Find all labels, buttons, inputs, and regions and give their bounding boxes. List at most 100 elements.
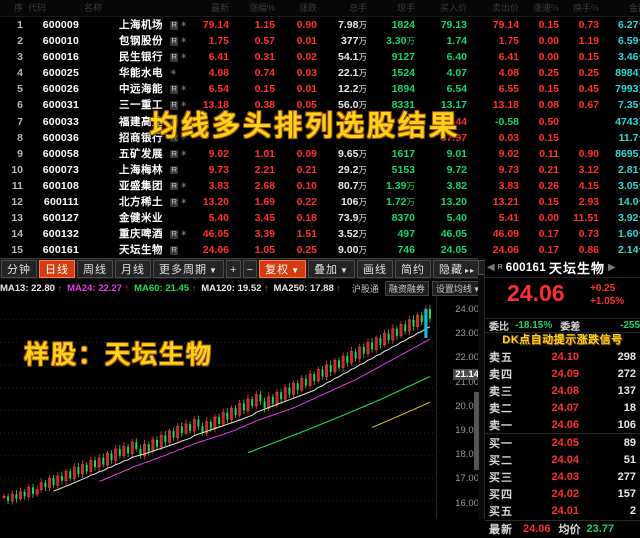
cell-name[interactable]: 重庆啤酒 <box>119 228 163 241</box>
cell-name[interactable]: 上海机场 <box>119 19 163 31</box>
order-book-bid-row[interactable]: 买三 24.03 277 <box>485 468 640 485</box>
price-chart-canvas[interactable] <box>0 296 436 519</box>
col-header-last[interactable]: 最新 <box>186 0 232 17</box>
cell-code[interactable]: 600009 <box>42 19 79 31</box>
order-book-ask-row[interactable]: 卖五 24.10 298 <box>485 348 640 365</box>
prev-stock-icon[interactable]: ◀ <box>487 262 495 273</box>
adjust-price-button[interactable]: 复权 ▼ <box>259 260 307 278</box>
col-header-tags[interactable] <box>166 0 186 17</box>
period-button-minute[interactable]: 分钟 <box>1 260 37 278</box>
cell-code[interactable]: 600016 <box>42 51 79 64</box>
quote-table-header-row[interactable]: 序 代码 名称 最新 涨幅% 涨跌 总手 现手 买入价 卖出价 涨速% 换手% … <box>0 0 640 17</box>
order-book-ask-row[interactable]: 卖一 24.06 106 <box>485 417 640 434</box>
col-header-amount[interactable]: 金额 <box>602 0 640 17</box>
table-row[interactable]: 15 600161 天坛生物 R 24.06 1.05 0.25 9.00万 746 24.05 2… <box>0 242 640 258</box>
cell-code[interactable]: 600036 <box>42 131 79 144</box>
col-header-curvol[interactable]: 现手 <box>370 0 418 17</box>
table-row[interactable]: 12 600111 北方稀土 R ✳ 13.20 1.69 0.22 106万 1.72万 13.2… <box>0 194 640 210</box>
cell-name[interactable]: 天坛生物 <box>119 244 163 257</box>
draw-line-button[interactable]: 画线 <box>356 260 393 278</box>
chart-scrollbar-thumb[interactable] <box>474 392 479 470</box>
cell-code[interactable]: 600127 <box>42 212 79 225</box>
cell-name[interactable]: 亚盛集团 <box>119 179 163 192</box>
cell-name[interactable]: 招商银行 <box>119 131 163 144</box>
cell-name[interactable]: 三一重工 <box>119 99 163 112</box>
order-book-bid-row[interactable]: 买一 24.05 89 <box>485 433 640 452</box>
table-row[interactable]: 3 600016 民生银行 R ✳ 6.41 0.31 0.02 54.1万 9127 6.40 6.… <box>0 49 640 65</box>
col-header-volume[interactable]: 总手 <box>320 0 370 17</box>
ma-bar-chip-2[interactable]: 设置均线 ▾ <box>431 280 483 296</box>
quote-table-grid[interactable]: 序 代码 名称 最新 涨幅% 涨跌 总手 现手 买入价 卖出价 涨速% 换手% … <box>0 0 640 258</box>
col-header-bid[interactable]: 买入价 <box>418 0 470 17</box>
col-header-ask[interactable]: 卖出价 <box>470 0 522 17</box>
period-button-daily[interactable]: 日线 <box>39 260 75 278</box>
col-header-name[interactable]: 名称 <box>82 0 166 17</box>
table-row[interactable]: 4 600025 华能水电 ✳ 4.08 0.74 0.03 22.1万 1524 4.07 4.0… <box>0 65 640 81</box>
order-volume: 89 <box>583 433 640 452</box>
cell-name[interactable]: 中远海能 <box>119 83 163 96</box>
order-book-ask-row[interactable]: 卖三 24.08 137 <box>485 382 640 399</box>
order-book[interactable]: 卖五 24.10 298 卖四 24.09 272 卖三 24.08 137 卖二 24.07 18 卖… <box>485 348 640 520</box>
table-row[interactable]: 5 600026 中远海能 R ✳ 6.54 0.15 0.01 12.2万 1894 6.54 6.… <box>0 81 640 97</box>
chart-toolbar[interactable]: 分钟 日线 周线 月线 更多周期 ▼ + − 复权 ▼ 叠加 ▼ 画线 简约 隐藏 ▸▸ <box>0 258 482 280</box>
cell-name[interactable]: 五矿发展 <box>119 147 163 160</box>
table-row[interactable]: 9 600058 五矿发展 R ✳ 9.02 1.01 0.09 9.65万 1617 9.01 9.… <box>0 146 640 162</box>
period-button-more[interactable]: 更多周期 ▼ <box>153 260 224 278</box>
moving-average-bar[interactable]: MA13: 22.80 ↑ MA24: 22.27 ↑ MA60: 21.45 ↑ M… <box>0 280 483 296</box>
col-header-chgpct[interactable]: 涨幅% <box>232 0 278 17</box>
next-stock-icon[interactable]: ▶ <box>607 262 616 273</box>
col-header-seq[interactable]: 序 <box>0 0 26 17</box>
period-button-monthly[interactable]: 月线 <box>115 260 151 278</box>
cell-code[interactable]: 600108 <box>42 179 79 192</box>
ma-bar-chip-0[interactable]: 沪股通 <box>351 283 379 294</box>
col-header-chg[interactable]: 涨跌 <box>278 0 320 17</box>
cell-name[interactable]: 福建高速 <box>119 115 163 128</box>
cell-name[interactable]: 包钢股份 <box>119 35 163 48</box>
cell-amount: 6.27亿 <box>618 19 640 31</box>
table-row[interactable]: 11 600108 亚盛集团 R ✳ 3.83 2.68 0.10 80.7万 1.39万 3.82… <box>0 178 640 194</box>
order-book-bid-row[interactable]: 买四 24.02 157 <box>485 486 640 503</box>
cell-code[interactable]: 600058 <box>42 147 79 160</box>
table-row[interactable]: 14 600132 重庆啤酒 R ✳ 46.05 3.39 1.51 3.52万 497 46.05… <box>0 226 640 242</box>
cell-name[interactable]: 华能水电 <box>119 67 163 80</box>
table-row[interactable]: 2 600010 包钢股份 R ✳ 1.75 0.57 0.01 377万 3.30万 1.74 1.… <box>0 33 640 49</box>
cell-code[interactable]: 600073 <box>42 163 79 176</box>
cell-name[interactable]: 北方稀土 <box>119 196 163 209</box>
col-header-turnover[interactable]: 换手% <box>562 0 602 17</box>
cell-code[interactable]: 600033 <box>42 115 79 128</box>
cell-code[interactable]: 600031 <box>42 99 79 112</box>
cell-name[interactable]: 上海梅林 <box>119 163 163 176</box>
cell-name[interactable]: 民生银行 <box>119 51 163 64</box>
table-row[interactable]: 13 600127 金健米业 5.40 3.45 0.18 73.9万 8370 5.40 5.4… <box>0 210 640 226</box>
stock-detail-header[interactable]: ◀ R 600161 天坛生物 ▶ <box>485 258 640 278</box>
period-button-weekly[interactable]: 周线 <box>77 260 113 278</box>
ma-bar-chip-1[interactable]: 融资融券 <box>384 280 429 296</box>
overlay-button[interactable]: 叠加 ▼ <box>308 260 355 278</box>
table-row[interactable]: 1600009上海机场R✳79.141.150.907.98万182479.13… <box>0 17 640 34</box>
cell-code[interactable]: 600161 <box>42 244 79 257</box>
table-row[interactable]: 10 600073 上海梅林 R 9.73 2.21 0.21 29.2万 5153 9.72 9.… <box>0 162 640 178</box>
hide-panel-button[interactable]: 隐藏 ▸▸ <box>432 260 481 278</box>
cell-code[interactable]: 600026 <box>42 83 79 96</box>
col-header-code[interactable]: 代码 <box>26 0 82 17</box>
price-chart[interactable]: 24.48 24.0023.0022.0021.0020.0019.0018.0… <box>0 296 482 519</box>
order-book-bid-row[interactable]: 买二 24.04 51 <box>485 451 640 468</box>
zoom-out-button[interactable]: − <box>242 260 258 278</box>
stock-detail-panel[interactable]: ◀ R 600161 天坛生物 ▶ 24.06 +0.25 +1.05% 委比 … <box>484 258 640 536</box>
quote-table[interactable]: 序 代码 名称 最新 涨幅% 涨跌 总手 现手 买入价 卖出价 涨速% 换手% … <box>0 0 640 256</box>
order-book-bid-row[interactable]: 买五 24.01 2 <box>485 503 640 520</box>
col-header-speed[interactable]: 涨速% <box>522 0 562 17</box>
zoom-in-button[interactable]: + <box>225 260 241 278</box>
cell-code[interactable]: 600111 <box>43 196 79 209</box>
cell-code[interactable]: 600025 <box>42 67 79 80</box>
simple-mode-button[interactable]: 简约 <box>394 260 431 278</box>
cell-code[interactable]: 600010 <box>42 35 79 48</box>
order-book-ask-row[interactable]: 卖四 24.09 272 <box>485 365 640 382</box>
cell-code[interactable]: 600132 <box>42 228 79 241</box>
table-row[interactable]: 7 600033 福建高速 R 3.44 -0.58 0.50 4743万 <box>0 114 640 130</box>
table-row[interactable]: 6 600031 三一重工 R ✳ 13.18 0.38 0.05 56.0万 8331 13.17… <box>0 97 640 113</box>
order-book-ask-row[interactable]: 卖二 24.07 18 <box>485 400 640 417</box>
cell-name[interactable]: 金健米业 <box>119 212 163 225</box>
cell-seq: 15 <box>11 244 23 257</box>
